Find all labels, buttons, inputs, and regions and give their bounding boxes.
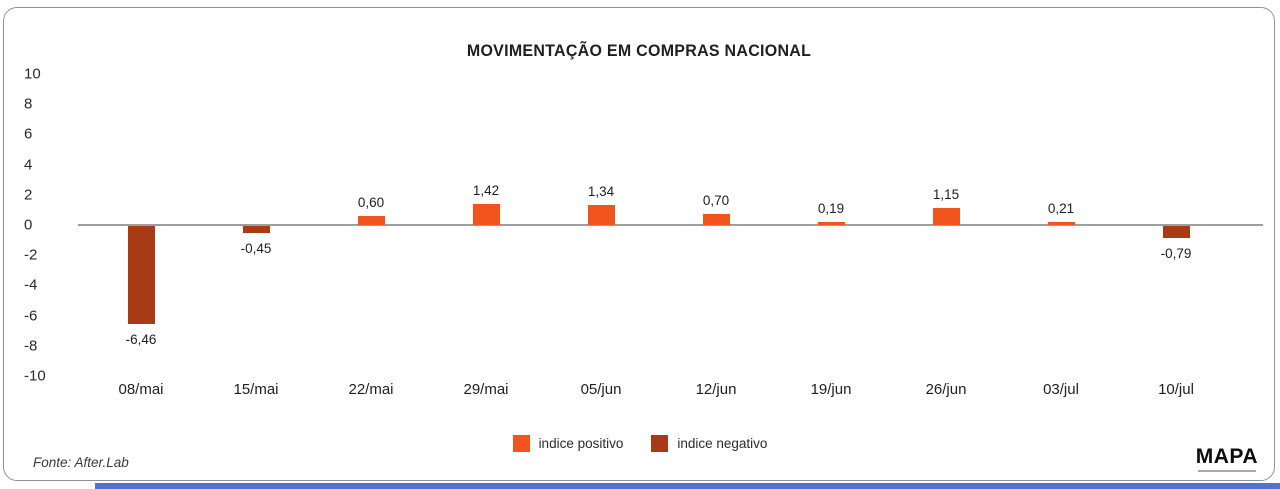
bar-value-label: -6,46 (125, 331, 157, 347)
y-axis-tick-label: 10 (24, 65, 41, 83)
chart-title: MOVIMENTAÇÃO EM COMPRAS NACIONAL (466, 41, 812, 60)
bar-value-label: -0,45 (240, 240, 272, 256)
source-credit: Fonte: After.Lab (33, 455, 129, 470)
bar-10/jul (1162, 226, 1190, 238)
chart-card: MOVIMENTAÇÃO EM COMPRAS NACIONAL (3, 7, 1275, 481)
y-axis-tick-label: 8 (24, 95, 33, 113)
legend-item-negative: indice negativo (651, 435, 767, 452)
positive-swatch-icon (512, 435, 530, 452)
negative-swatch-icon (651, 435, 669, 452)
x-axis-tick-label: 29/mai (463, 381, 509, 398)
bar-value-label: 0,60 (357, 194, 385, 210)
x-axis-tick-label: 26/jun (925, 381, 967, 398)
bar-12/jun (702, 214, 730, 225)
y-axis-tick-label: 6 (24, 125, 33, 143)
bar-29/mai (472, 203, 500, 225)
mapa-wordmark: MAPA (1195, 445, 1258, 468)
y-axis-tick-label: 4 (24, 156, 33, 174)
bar-08/mai (127, 226, 155, 324)
legend-label-positive: indice positivo (538, 436, 624, 451)
bar-value-label: 0,70 (702, 193, 730, 209)
y-axis-tick-label: 0 (24, 216, 33, 234)
x-axis-tick-label: 15/mai (233, 381, 279, 398)
y-axis-tick-label: -8 (24, 337, 38, 355)
bar-value-label: 1,34 (587, 183, 615, 199)
x-axis-tick-label: 08/mai (118, 381, 164, 398)
bar-value-label: 1,15 (932, 186, 960, 202)
bar-value-label: 0,21 (1047, 200, 1075, 216)
bar-value-label: 0,19 (817, 201, 845, 217)
y-axis-tick-label: -10 (24, 367, 46, 385)
chart-legend: indice positivo indice negativo (0, 435, 1280, 452)
x-axis-tick-label: 12/jun (695, 381, 737, 398)
legend-item-positive: indice positivo (512, 435, 624, 452)
legend-label-negative: indice negativo (677, 436, 768, 451)
bar-03/jul (1047, 221, 1075, 225)
x-axis-tick-label: 03/jul (1043, 381, 1079, 398)
y-axis-tick-label: 2 (24, 186, 33, 204)
x-axis-tick-label: 22/mai (348, 381, 394, 398)
x-axis-tick-label: 10/jul (1158, 381, 1194, 398)
y-axis-tick-label: -4 (24, 276, 38, 294)
bottom-accent-bar (95, 483, 1280, 489)
x-axis-tick-label: 19/jun (810, 381, 852, 398)
bar-value-label: 1,42 (472, 182, 500, 198)
y-axis-tick-label: -2 (24, 246, 38, 264)
bar-26/jun (932, 207, 960, 225)
zero-axis-line (78, 224, 1263, 226)
bar-05/jun (587, 204, 615, 225)
bar-19/jun (817, 222, 845, 225)
bar-value-label: -0,79 (1160, 245, 1192, 261)
y-axis-tick-label: -6 (24, 307, 38, 325)
x-axis-tick-label: 05/jun (580, 381, 622, 398)
mapa-logo-subtext (1197, 470, 1256, 472)
mapa-logo: MAPA (1196, 446, 1258, 472)
bar-22/mai (357, 215, 385, 225)
bar-15/mai (242, 226, 270, 233)
